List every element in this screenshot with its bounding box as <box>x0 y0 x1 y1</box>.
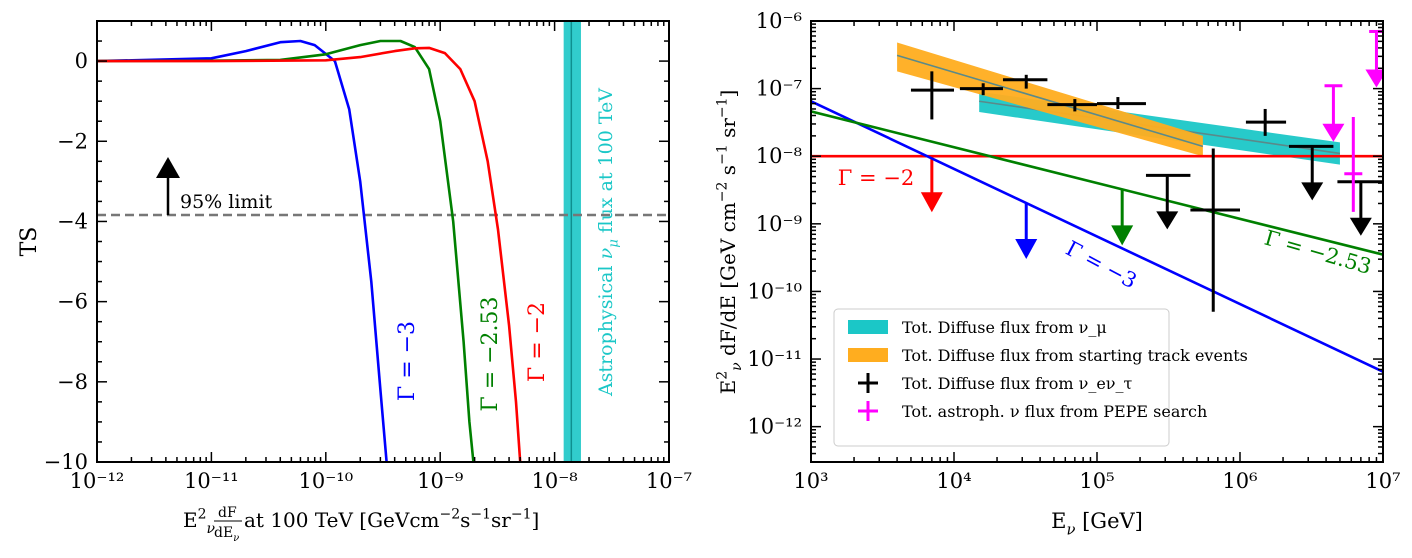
legend-label-0: Tot. Diffuse flux from ν_μ <box>902 318 1107 337</box>
left-x-tick-label: 10⁻¹² <box>70 469 125 493</box>
right-y-tick-label: 10⁻¹⁰ <box>747 279 802 303</box>
right-x-tick-label: 10⁵ <box>1079 469 1114 493</box>
right-panel: 10³ 10⁴ 10⁵ 10⁶ 10⁷ 10⁻¹² 10⁻¹¹ 10⁻¹⁰ 10⁻⁹ 10⁻⁸ 10… <box>715 9 1401 538</box>
left-x-axis-label-frac-top: dF <box>218 505 237 521</box>
limit-arrow-head <box>156 157 180 178</box>
right-x-tick-label: 10⁴ <box>936 469 971 493</box>
limit-line-label-2: Γ = −2.53 <box>1262 226 1374 279</box>
nue-nutau-point-arrow-9 <box>1349 217 1372 236</box>
right-x-tick-label: 10⁷ <box>1365 469 1400 493</box>
limit-text: 95% limit <box>180 191 273 213</box>
left-y-tick-label: −4 <box>57 209 88 233</box>
left-x-tick-label: 10⁻⁷ <box>646 469 692 493</box>
limit-line-label-0: Γ = −2 <box>838 166 914 190</box>
left-y-tick-label: −8 <box>57 370 88 394</box>
ts-curve-1 <box>97 39 475 462</box>
left-y-tick-label: −6 <box>57 290 88 314</box>
legend-box <box>833 308 1170 447</box>
ts-curve-label-0: Γ = −3 <box>395 321 420 401</box>
right-y-axis-label: E2ν dF/dE [GeV cm−2 s−1 sr−1] <box>715 90 745 395</box>
limit-line-2 <box>811 110 1383 256</box>
right-plot-area <box>811 29 1383 373</box>
ts-curve-label-2: Γ = −2 <box>525 302 550 382</box>
right-y-tick-label: 10⁻¹¹ <box>747 347 802 371</box>
flux-band-median-1 <box>896 54 1204 148</box>
astrophysical-flux-band <box>563 21 581 462</box>
limit-arrow-0-head <box>920 192 943 213</box>
right-y-tick-label: 10⁻⁶ <box>756 9 802 33</box>
left-x-axis-label-frac-bottom: dEν <box>214 525 239 544</box>
legend-swatch-0 <box>848 320 888 334</box>
legend-label-1: Tot. Diffuse flux from starting track ev… <box>902 346 1248 365</box>
legend-label-3: Tot. astroph. ν flux from PEPE search <box>902 402 1207 421</box>
left-x-axis-label-rest: at 100 TeV [GeVcm−2s−1sr−1] <box>244 507 539 532</box>
limit-arrow-1-head <box>1015 239 1038 260</box>
legend-swatch-1 <box>848 348 888 362</box>
right-x-tick-label: 10⁶ <box>1222 469 1257 493</box>
limit-line-label-1: Γ = −3 <box>1062 236 1141 293</box>
left-y-tick-label: 0 <box>75 49 88 73</box>
right-y-tick-label: 10⁻⁸ <box>756 144 802 168</box>
left-y-tick-label: −2 <box>57 129 88 153</box>
left-x-tick-label: 10⁻¹⁰ <box>298 469 353 493</box>
limit-arrow-2-head <box>1111 225 1134 246</box>
legend: Tot. Diffuse flux from ν_μ Tot. Diffuse f… <box>833 308 1248 447</box>
left-x-axis-label-energy: E2ν <box>183 507 216 537</box>
left-x-tick-label: 10⁻¹¹ <box>184 469 239 493</box>
nue-nutau-point-arrow-8 <box>1301 182 1324 201</box>
right-y-tick-label: 10⁻⁹ <box>756 212 802 236</box>
right-y-tick-label: 10⁻¹² <box>747 415 802 439</box>
nue-nutau-point-arrow-5 <box>1156 211 1179 230</box>
pepe-point-arrow-2 <box>1365 69 1383 88</box>
ts-curve-label-1: Γ = −2.53 <box>478 296 503 411</box>
flux-band-1 <box>897 42 1203 157</box>
right-x-tick-label: 10³ <box>793 469 828 493</box>
pepe-point-arrow-0 <box>1322 123 1345 142</box>
band-label: Astrophysical νμ flux at 100 TeV <box>595 88 622 397</box>
left-axes-frame <box>96 20 670 463</box>
left-y-tick-label: −10 <box>44 450 88 474</box>
limit-line-1 <box>811 100 1383 373</box>
left-y-axis-label: TS <box>17 227 42 257</box>
left-plot-area <box>97 21 669 462</box>
right-x-axis-label: Eν [GeV] <box>1051 509 1143 538</box>
right-y-tick-label: 10⁻⁷ <box>756 77 802 101</box>
legend-label-2: Tot. Diffuse flux from ν_eν_τ <box>902 374 1133 393</box>
ts-curve-2 <box>97 46 522 462</box>
ts-curve-0 <box>97 39 388 462</box>
left-x-tick-label: 10⁻⁸ <box>531 469 577 493</box>
left-x-tick-label: 10⁻⁹ <box>417 469 463 493</box>
left-panel: 10⁻¹² 10⁻¹¹ 10⁻¹⁰ 10⁻⁹ 10⁻⁸ 10⁻⁷ 0 −2 −4 −6 −8 −10 T… <box>17 20 692 544</box>
